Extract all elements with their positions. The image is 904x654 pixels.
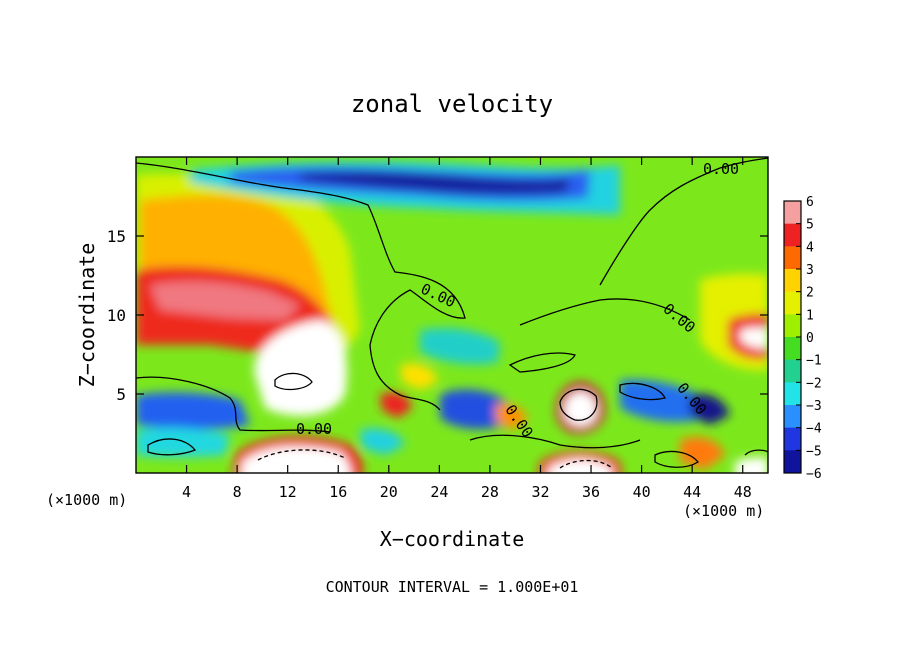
- x-tick-label: 44: [683, 483, 701, 501]
- colorbar: 6 5 4 3 2 1 0 −1 −2 −3 −4 −5 −6: [783, 195, 822, 482]
- contour-line: [559, 388, 598, 421]
- field-blob-pink-left: [150, 281, 300, 320]
- contour-lines: [136, 157, 768, 469]
- x-tick-label: 32: [531, 483, 549, 501]
- colorbar-band: [784, 291, 801, 315]
- contour-line: [559, 459, 613, 469]
- colorbar-tick-label: −3: [806, 399, 822, 414]
- colorbar-band: [784, 201, 801, 225]
- y-axis-label: Z−coordinate: [75, 243, 99, 388]
- colorbar-tick-label: 3: [806, 263, 814, 278]
- colorbar-tick-label: 6: [806, 195, 814, 210]
- field-blob-blue-mid-2: [620, 379, 700, 422]
- field-blob-white-bottom-left: [240, 446, 351, 473]
- y-axis: 5 10 15: [107, 227, 768, 404]
- colorbar-band: [784, 427, 801, 451]
- colorbar-tick-label: 0: [806, 331, 814, 346]
- x-tick-label: 36: [582, 483, 600, 501]
- colorbar-tick-label: 5: [806, 218, 814, 233]
- colorbar-band: [784, 314, 801, 338]
- colorbar-tick-label: 1: [806, 308, 814, 323]
- x-unit-left: (×1000 m): [46, 491, 127, 509]
- contour-label: 0.00: [703, 160, 739, 178]
- field-blob-orange-scatter: [495, 403, 528, 430]
- contour-interval-note: CONTOUR INTERVAL = 1.000E+01: [326, 578, 579, 596]
- field-blob-white-bottom-right: [735, 457, 768, 473]
- x-tick-label: 40: [633, 483, 651, 501]
- x-tick-label: 48: [734, 483, 752, 501]
- field-blob-white-center: [254, 320, 347, 416]
- colorbar-tick-label: −5: [806, 444, 822, 459]
- x-tick-label: 28: [481, 483, 499, 501]
- field-blob-red-scatter: [380, 392, 412, 418]
- contour-line: [744, 449, 768, 456]
- colorbar-tick-label: −6: [806, 467, 822, 482]
- contour-line: [654, 450, 699, 468]
- x-tick-label: 8: [233, 483, 242, 501]
- field-blob-cyan-scatter: [360, 428, 405, 455]
- colorbar-band: [784, 337, 801, 361]
- chart-title: zonal velocity: [351, 90, 553, 118]
- x-axis-label: X−coordinate: [380, 527, 525, 551]
- x-unit-right: (×1000 m): [683, 502, 764, 520]
- colorbar-band: [784, 405, 801, 429]
- x-tick-label: 20: [380, 483, 398, 501]
- colorbar-tick-label: −1: [806, 354, 822, 369]
- y-tick-label: 15: [107, 227, 126, 246]
- contour-line: [519, 298, 691, 326]
- x-tick-label: 12: [279, 483, 297, 501]
- field-blob-orange-right: [680, 436, 725, 470]
- colorbar-band: [784, 269, 801, 293]
- field-blob-white-right: [740, 327, 768, 349]
- contour-line: [274, 372, 313, 391]
- contour-line: [619, 382, 666, 401]
- x-tick-label: 16: [329, 483, 347, 501]
- contour-line: [508, 352, 576, 373]
- contour-line: [136, 162, 466, 411]
- x-axis: 4 8 12 16 20 24 28 32 36 40 44 48: [182, 157, 752, 501]
- colorbar-tick-label: 4: [806, 240, 814, 255]
- y-tick-label: 5: [116, 385, 126, 404]
- colorbar-band: [784, 450, 801, 474]
- x-tick-label: 24: [430, 483, 448, 501]
- field-blob-cyan-lower-left: [136, 427, 230, 458]
- field-blob-blue-mid-1: [440, 389, 505, 430]
- field-blob-cyan-mid-1: [420, 328, 500, 365]
- colorbar-band: [784, 246, 801, 270]
- field-blob-darkblue-top: [300, 171, 570, 195]
- colorbar-band: [784, 223, 801, 247]
- colorbar-band: [784, 382, 801, 406]
- colorbar-band: [784, 359, 801, 383]
- field-blob-white-bottom-mid: [548, 459, 612, 473]
- contour-line: [469, 434, 641, 449]
- plot-area: [136, 157, 768, 473]
- colorbar-tick-label: −4: [806, 422, 822, 437]
- contour-line: [136, 376, 331, 433]
- contour-label: 0.00: [296, 420, 332, 438]
- colorbar-tick-label: 2: [806, 286, 814, 301]
- colorbar-tick-label: −2: [806, 376, 822, 391]
- x-tick-label: 4: [182, 483, 191, 501]
- contour-line: [147, 438, 197, 456]
- contour-line: [257, 449, 346, 461]
- field-blob-yellow-scatter: [400, 363, 438, 390]
- field-blob-darkblue-mid-2: [690, 393, 730, 425]
- velocity-field: [136, 161, 768, 473]
- field-blob-blue-lower-left: [136, 392, 250, 430]
- y-tick-label: 10: [107, 306, 126, 325]
